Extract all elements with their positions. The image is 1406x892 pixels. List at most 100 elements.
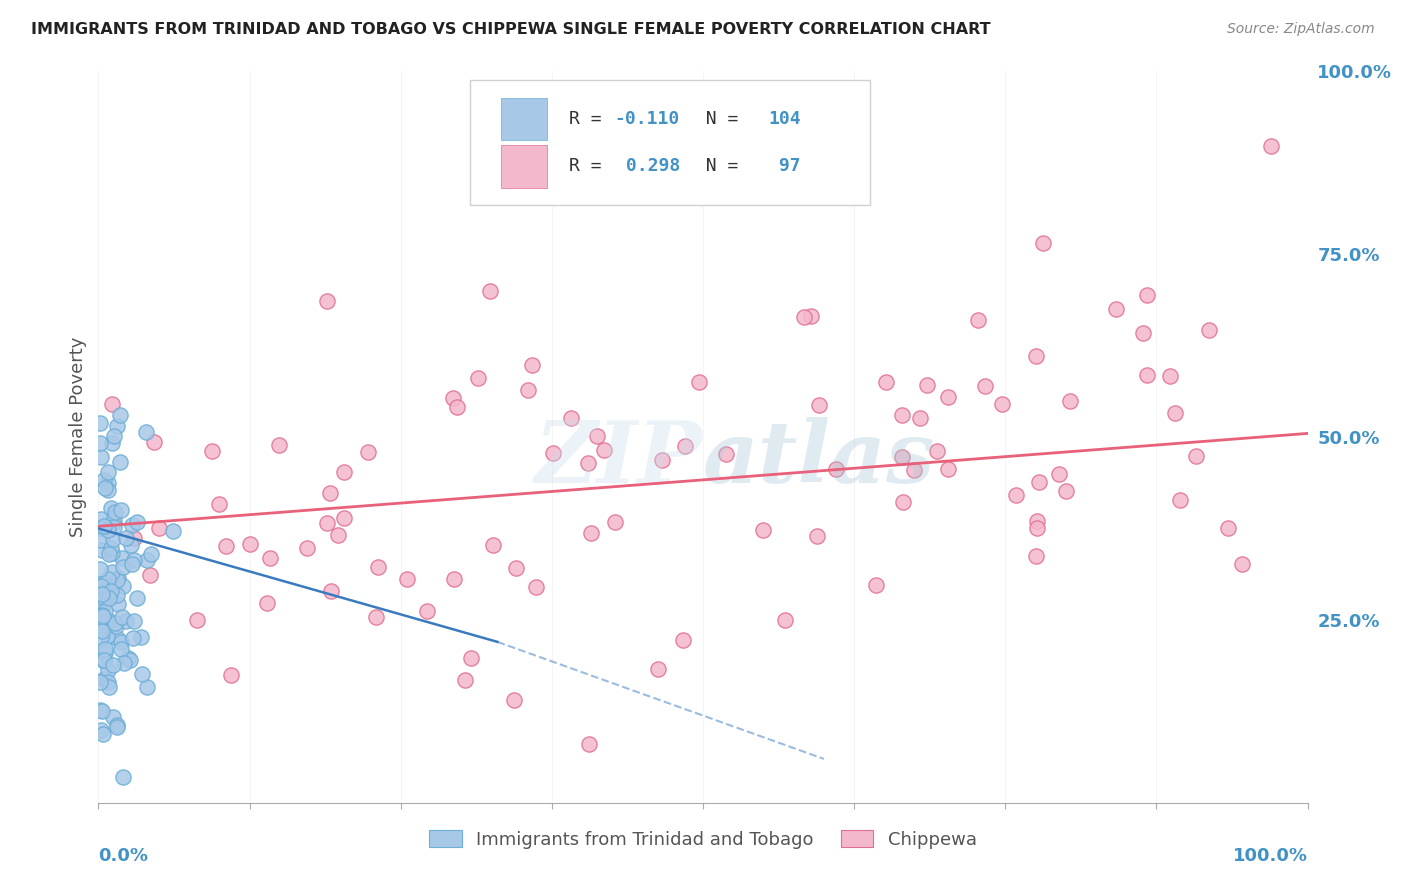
Point: [991, 397, 1014, 411]
Point: [135, 425, 157, 439]
Point: [443, 572, 465, 586]
Point: [89, 622, 111, 636]
Text: atlas: atlas: [703, 417, 935, 500]
Point: [1025, 350, 1047, 364]
Point: [90, 631, 112, 645]
Point: [115, 531, 138, 545]
Point: [103, 429, 125, 443]
Point: [105, 631, 128, 645]
Point: [647, 662, 669, 676]
Point: [103, 510, 125, 524]
Point: [89, 586, 111, 600]
Point: [333, 511, 356, 525]
Point: [100, 565, 122, 579]
Point: [105, 718, 128, 732]
Point: [125, 591, 148, 605]
Point: [107, 589, 129, 603]
Point: [1136, 288, 1159, 302]
FancyBboxPatch shape: [501, 145, 547, 187]
Point: [122, 553, 145, 567]
Point: [91, 600, 114, 615]
Point: [333, 465, 356, 479]
Point: [93, 519, 115, 533]
Point: [98, 680, 121, 694]
Point: [100, 500, 122, 515]
Point: [256, 596, 278, 610]
Point: [395, 572, 418, 586]
Point: [592, 443, 614, 458]
Point: [103, 520, 125, 534]
Point: [94, 646, 117, 660]
Point: [316, 293, 339, 308]
Point: [91, 727, 114, 741]
Point: [751, 523, 773, 537]
Point: [103, 709, 125, 723]
Point: [915, 377, 938, 392]
Point: [1047, 467, 1070, 481]
Point: [908, 410, 931, 425]
Point: [927, 443, 949, 458]
Point: [97, 675, 120, 690]
Point: [111, 578, 134, 592]
Point: [319, 584, 342, 599]
Point: [973, 379, 995, 393]
Point: [295, 541, 318, 555]
Text: R =: R =: [569, 110, 612, 128]
Point: [505, 561, 527, 575]
Y-axis label: Single Female Poverty: Single Female Poverty: [69, 337, 87, 537]
Point: [117, 651, 139, 665]
Point: [108, 408, 131, 422]
Point: [93, 608, 115, 623]
Point: [688, 376, 710, 390]
Point: [673, 439, 696, 453]
Point: [90, 450, 112, 465]
Point: [891, 495, 914, 509]
Point: [94, 481, 117, 495]
Point: [98, 614, 121, 628]
Point: [201, 444, 224, 458]
Point: [516, 383, 538, 397]
Point: [89, 435, 111, 450]
Point: [90, 579, 112, 593]
Text: N =: N =: [683, 110, 749, 128]
Point: [91, 607, 114, 622]
Point: [891, 450, 914, 465]
Point: [1168, 493, 1191, 508]
Point: [129, 630, 152, 644]
Point: [651, 452, 673, 467]
Point: [97, 466, 120, 480]
Point: [105, 720, 128, 734]
Point: [966, 313, 988, 327]
Point: [100, 541, 122, 556]
Point: [267, 438, 290, 452]
Point: [1232, 557, 1254, 571]
Point: [100, 397, 122, 411]
Text: Source: ZipAtlas.com: Source: ZipAtlas.com: [1227, 22, 1375, 37]
Text: -0.110: -0.110: [614, 110, 681, 128]
Point: [441, 391, 464, 405]
Point: [97, 475, 120, 490]
Point: [416, 604, 439, 618]
Point: [97, 572, 120, 586]
Point: [319, 485, 342, 500]
Point: [110, 634, 132, 648]
Point: [91, 587, 114, 601]
Point: [93, 672, 115, 686]
Point: [1032, 235, 1054, 250]
Point: [101, 533, 124, 547]
Point: [139, 547, 162, 561]
Point: [773, 613, 796, 627]
Point: [90, 723, 112, 737]
Text: 0.298: 0.298: [614, 158, 681, 176]
Point: [96, 619, 118, 633]
Point: [446, 400, 468, 414]
Point: [114, 614, 136, 628]
Point: [111, 609, 134, 624]
Point: [162, 524, 184, 538]
Point: [1025, 514, 1047, 528]
Point: [110, 503, 132, 517]
Point: [239, 536, 262, 550]
Point: [104, 505, 127, 519]
Point: [326, 528, 349, 542]
Point: [482, 538, 505, 552]
